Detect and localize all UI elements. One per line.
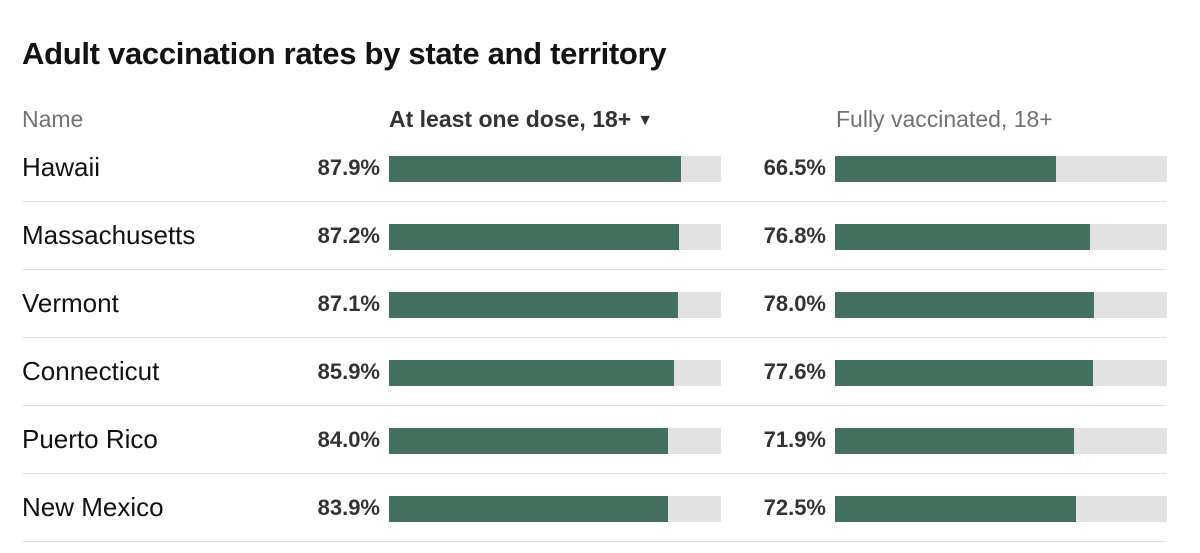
column-header-name[interactable]: Name [22, 106, 84, 132]
column-header-full[interactable]: Fully vaccinated, 18+ [836, 106, 1053, 132]
full-bar [835, 496, 1076, 522]
dose-bar [389, 496, 668, 522]
full-bar [835, 156, 1056, 182]
state-name: Hawaii [22, 152, 101, 182]
full-bar [835, 292, 1094, 318]
row-divider [22, 405, 1166, 406]
dose-bar-track [389, 156, 721, 182]
table-row: Hawaii 87.9% 66.5% [0, 134, 1200, 202]
full-bar [835, 428, 1074, 454]
full-value-label: 76.8% [763, 223, 826, 248]
state-name: Connecticut [22, 356, 160, 386]
dose-bar [389, 224, 679, 250]
table-row: Massachusetts 87.2% 76.8% [0, 202, 1200, 270]
row-divider [22, 473, 1166, 474]
dose-bar-track [389, 496, 721, 522]
full-bar [835, 224, 1090, 250]
full-bar-track [835, 360, 1167, 386]
full-bar-track [835, 496, 1167, 522]
full-bar-track [835, 224, 1167, 250]
column-header-dose[interactable]: At least one dose, 18+ ▼ [389, 106, 653, 133]
full-value-label: 77.6% [763, 359, 826, 384]
table-body: Hawaii 87.9% 66.5% Massachusetts 87.2% 76.8% V… [0, 134, 1200, 542]
full-bar-track [835, 156, 1167, 182]
dose-bar-track [389, 360, 721, 386]
sort-descending-icon: ▼ [637, 112, 654, 129]
dose-bar [389, 292, 679, 318]
dose-value-label: 87.2% [317, 223, 380, 248]
state-name: New Mexico [22, 492, 164, 522]
state-name: Puerto Rico [22, 424, 158, 454]
row-divider [22, 541, 1166, 542]
full-bar [835, 360, 1093, 386]
dose-bar-track [389, 428, 721, 454]
dose-value-label: 87.1% [317, 291, 380, 316]
table-row: Vermont 87.1% 78.0% [0, 270, 1200, 338]
dose-value-label: 84.0% [317, 427, 380, 452]
full-bar-track [835, 292, 1167, 318]
dose-value-label: 85.9% [317, 359, 380, 384]
full-bar-track [835, 428, 1167, 454]
dose-bar [389, 360, 675, 386]
table-row: New Mexico 83.9% 72.5% [0, 474, 1200, 542]
full-value-label: 66.5% [763, 155, 826, 180]
full-value-label: 71.9% [763, 427, 826, 452]
full-value-label: 78.0% [763, 291, 826, 316]
chart-title: Adult vaccination rates by state and ter… [22, 36, 667, 71]
dose-bar [389, 156, 681, 182]
dose-bar-track [389, 224, 721, 250]
table-row: Connecticut 85.9% 77.6% [0, 338, 1200, 406]
row-divider [22, 269, 1166, 270]
dose-value-label: 83.9% [317, 495, 380, 520]
row-divider [22, 337, 1166, 338]
row-divider [22, 201, 1166, 202]
dose-value-label: 87.9% [317, 155, 380, 180]
table-row: Puerto Rico 84.0% 71.9% [0, 406, 1200, 474]
column-header-dose-label: At least one dose, 18+ [389, 106, 632, 132]
dose-bar [389, 428, 668, 454]
dose-bar-track [389, 292, 721, 318]
state-name: Massachusetts [22, 220, 196, 250]
state-name: Vermont [22, 288, 119, 318]
full-value-label: 72.5% [763, 495, 826, 520]
